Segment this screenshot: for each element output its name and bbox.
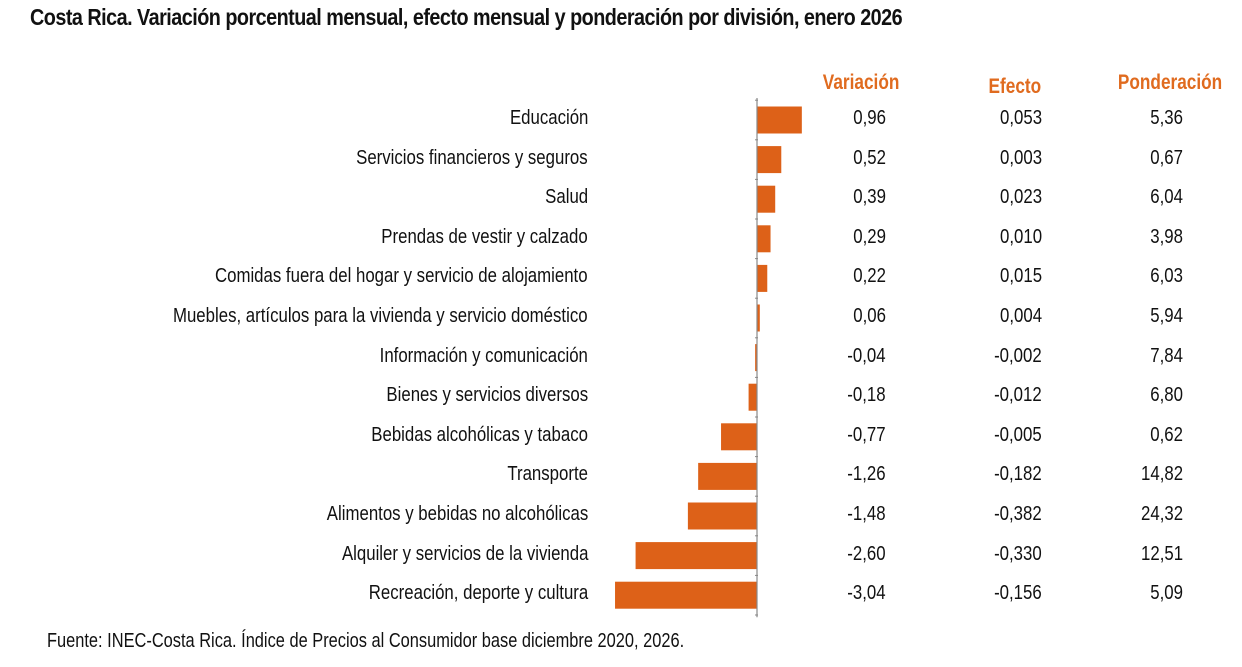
category-label: Salud: [545, 186, 588, 209]
category-label: Servicios financieros y seguros: [356, 146, 588, 169]
efecto-value: -0,182: [994, 463, 1042, 486]
ponderacion-value: 24,32: [1140, 503, 1183, 525]
variacion-value: 0,06: [853, 305, 886, 327]
variacion-value: 0,52: [853, 146, 886, 169]
variacion-value: -0,18: [847, 384, 886, 407]
ponderacion-value: 12,51: [1140, 542, 1183, 565]
bar: [757, 225, 771, 253]
variacion-value: 0,96: [853, 107, 886, 129]
bar: [687, 502, 757, 530]
ponderacion-value: 3,98: [1150, 225, 1183, 248]
bar: [748, 383, 757, 411]
efecto-value: -0,005: [994, 423, 1042, 446]
bar: [757, 106, 802, 134]
variacion-value: 0,39: [853, 186, 886, 209]
header-variacion: Variación: [822, 71, 899, 94]
bar: [721, 423, 757, 451]
variacion-value: 0,22: [853, 265, 886, 288]
efecto-value: -0,002: [994, 344, 1042, 367]
ponderacion-value: 6,80: [1150, 384, 1183, 407]
ponderacion-value: 5,36: [1150, 107, 1183, 129]
category-label: Transporte: [507, 463, 588, 486]
ponderacion-value: 0,62: [1150, 423, 1183, 446]
header-ponderacion: Ponderación: [1117, 71, 1222, 94]
bar: [757, 264, 768, 292]
category-label: Recreación, deporte y cultura: [368, 582, 588, 605]
efecto-value: 0,053: [999, 107, 1042, 129]
efecto-value: -0,382: [994, 503, 1042, 525]
category-label: Información y comunicación: [379, 344, 588, 367]
bar: [635, 542, 757, 570]
category-label: Alquiler y servicios de la vivienda: [341, 542, 588, 565]
bar: [757, 304, 760, 332]
variacion-value: -2,60: [847, 542, 886, 565]
category-label: Bienes y servicios diversos: [386, 384, 588, 407]
efecto-value: -0,330: [994, 542, 1042, 565]
ponderacion-value: 5,94: [1150, 305, 1183, 327]
category-label: Bebidas alcohólicas y tabaco: [371, 423, 588, 446]
category-label: Prendas de vestir y calzado: [381, 225, 588, 248]
category-label: Alimentos y bebidas no alcohólicas: [326, 503, 588, 525]
ponderacion-value: 6,04: [1150, 186, 1183, 209]
source-note: Fuente: INEC-Costa Rica. Índice de Preci…: [47, 630, 685, 652]
variacion-value: -3,04: [847, 582, 886, 605]
variacion-value: -0,77: [847, 423, 886, 446]
ponderacion-value: 14,82: [1140, 463, 1183, 486]
ponderacion-value: 5,09: [1150, 582, 1183, 605]
variacion-value: 0,29: [853, 225, 886, 248]
bar: [698, 462, 757, 490]
variacion-value: -1,26: [847, 463, 886, 486]
efecto-value: 0,015: [999, 265, 1042, 288]
efecto-value: 0,003: [999, 146, 1042, 169]
efecto-value: -0,012: [994, 384, 1042, 407]
efecto-value: -0,156: [994, 582, 1042, 605]
ponderacion-value: 6,03: [1150, 265, 1183, 288]
ponderacion-value: 0,67: [1150, 146, 1183, 169]
category-label: Educación: [509, 107, 588, 129]
category-label: Comidas fuera del hogar y servicio de al…: [215, 265, 588, 288]
chart-title: Costa Rica. Variación porcentual mensual…: [30, 4, 903, 30]
bar: [757, 146, 782, 174]
bar: [615, 581, 757, 609]
efecto-value: 0,004: [999, 305, 1042, 327]
variacion-value: -1,48: [847, 503, 886, 525]
efecto-value: 0,023: [999, 186, 1042, 209]
efecto-value: 0,010: [999, 225, 1042, 248]
variacion-value: -0,04: [847, 344, 886, 367]
bar: [755, 344, 757, 372]
ponderacion-value: 7,84: [1150, 344, 1183, 367]
header-efecto: Efecto: [988, 75, 1041, 98]
bar: [757, 185, 776, 213]
category-label: Muebles, artículos para la vivienda y se…: [173, 305, 588, 327]
